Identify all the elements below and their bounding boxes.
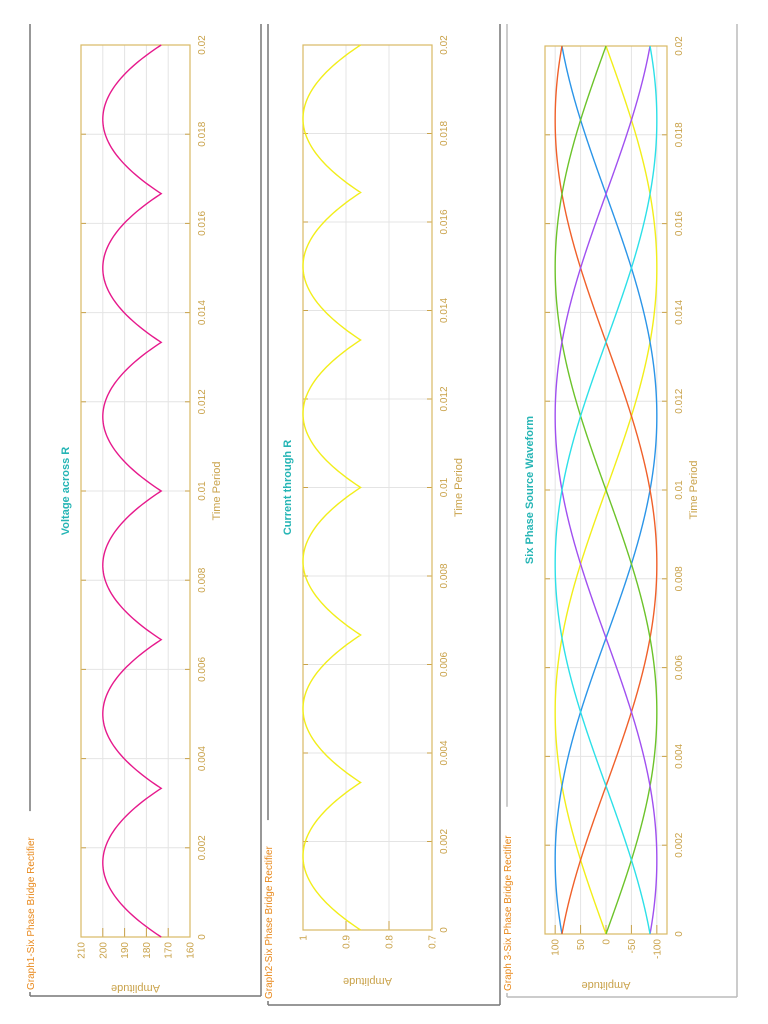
panel-legend: Graph2-Six Phase Bridge Rectifier <box>264 845 275 999</box>
x-tick-label: 0.008 <box>439 563 450 588</box>
x-tick-label: 0.004 <box>439 740 450 765</box>
x-tick-label: 0.004 <box>674 743 685 768</box>
x-tick-label: 0.01 <box>674 480 685 500</box>
x-tick-label: 0.014 <box>439 298 450 323</box>
plot-area-border <box>80 44 191 938</box>
y-tick-label: 100 <box>551 939 562 956</box>
y-tick-label: 50 <box>576 939 587 951</box>
x-tick-label: 0.01 <box>197 481 208 501</box>
x-tick-label: 0.008 <box>197 567 208 592</box>
graph-panel-1: Graph1-Six Phase Bridge Rectifier 0 0.002 0… <box>24 24 262 997</box>
x-tick-label: 0.004 <box>197 746 208 771</box>
y-tick-label: -100 <box>652 939 663 959</box>
y-tick-label: 180 <box>142 942 153 959</box>
x-tick-label: 0.002 <box>674 832 685 857</box>
x-tick-label: 0.012 <box>197 389 208 414</box>
y-tick-label: -50 <box>627 939 638 954</box>
y-tick-label: 1 <box>299 935 310 941</box>
x-tick-label: 0.014 <box>674 299 685 324</box>
x-tick-label: 0.01 <box>439 477 450 497</box>
x-tick-label: 0.012 <box>439 386 450 411</box>
x-tick-label: 0.012 <box>674 388 685 413</box>
plot-area-border <box>302 44 433 931</box>
legend-gap <box>262 820 274 1001</box>
x-tick-label: 0.02 <box>439 35 450 55</box>
y-axis-label: Amplitude <box>343 975 392 987</box>
panel-legend: Graph1-Six Phase Bridge Rectifier <box>26 836 37 990</box>
x-tick-label: 0.014 <box>197 300 208 325</box>
x-axis-label: Time Period <box>211 462 223 521</box>
y-tick-label: 160 <box>186 942 197 959</box>
x-tick-label: 0.02 <box>674 36 685 56</box>
x-tick-label: 0.006 <box>674 655 685 680</box>
y-tick-label: 170 <box>164 942 175 959</box>
legend-gap <box>501 806 513 993</box>
x-tick-label: 0 <box>674 931 685 937</box>
x-tick-label: 0 <box>439 927 450 933</box>
x-tick-label: 0 <box>197 934 208 940</box>
y-tick-label: 0.7 <box>428 935 439 949</box>
x-tick-label: 0.002 <box>197 835 208 860</box>
x-tick-label: 0.018 <box>674 122 685 147</box>
series-line-1 <box>302 44 362 931</box>
chart-title: Six Phase Source Waveform <box>524 416 536 564</box>
x-tick-label: 0.02 <box>197 35 208 55</box>
x-tick-label: 0.008 <box>674 566 685 591</box>
x-tick-label: 0.018 <box>197 121 208 146</box>
x-tick-label: 0.002 <box>439 829 450 854</box>
series-line-6 <box>554 45 658 935</box>
series-line-1 <box>102 44 163 938</box>
x-tick-label: 0.006 <box>197 656 208 681</box>
graph-panel-2: Graph2-Six Phase Bridge Rectifier 0 0.002 0… <box>262 24 501 1006</box>
x-axis-label: Time Period <box>453 458 465 517</box>
chart-title: Current through R <box>282 440 294 535</box>
x-tick-label: 0.018 <box>439 121 450 146</box>
y-tick-label: 0 <box>602 939 613 945</box>
y-axis-label: Amplitude <box>111 982 160 994</box>
y-tick-label: 200 <box>98 942 109 959</box>
x-tick-label: 0.016 <box>439 209 450 234</box>
y-tick-label: 210 <box>77 942 88 959</box>
y-tick-label: 0.8 <box>385 935 396 949</box>
y-axis-label: Amplitude <box>582 979 631 991</box>
y-tick-label: 190 <box>120 942 131 959</box>
x-tick-label: 0.016 <box>197 210 208 235</box>
chart-title: Voltage across R <box>60 447 72 535</box>
graph-panel-3: Graph 3-Six Phase Bridge Rectifier 0 0.002… <box>501 24 738 998</box>
panel-legend: Graph 3-Six Phase Bridge Rectifier <box>503 835 514 991</box>
y-tick-label: 0.9 <box>342 935 353 949</box>
x-tick-label: 0.006 <box>439 652 450 677</box>
x-tick-label: 0.016 <box>674 211 685 236</box>
x-axis-label: Time Period <box>688 461 700 520</box>
legend-gap <box>24 811 36 992</box>
